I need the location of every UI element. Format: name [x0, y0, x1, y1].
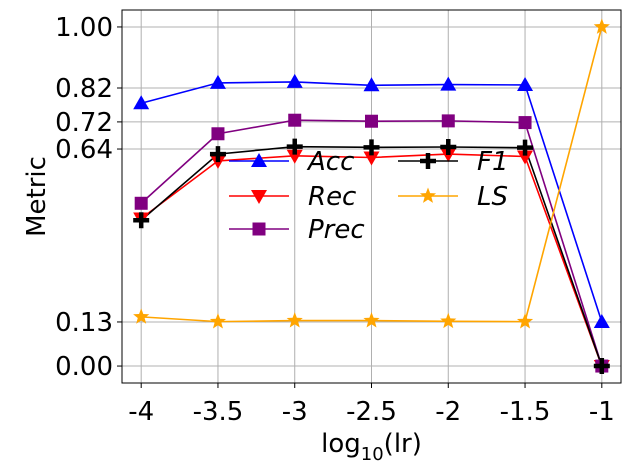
point-ls-3 [363, 312, 380, 328]
legend-marker-ls [419, 187, 437, 203]
x-tick-label-2: -3 [282, 397, 308, 427]
y-tick-label-2: 0.64 [55, 135, 113, 165]
x-axis-ticks: -4 -3.5 -3 -2.5 -2 -1.5 -1 [128, 383, 615, 427]
point-f1-6 [593, 358, 610, 375]
x-tick-label-1: -3.5 [193, 397, 244, 427]
legend-label-acc: Acc [306, 147, 354, 177]
point-ls-2 [286, 312, 303, 328]
y-tick-label-4: 0.82 [55, 74, 113, 104]
x-axis-label-main: log [321, 429, 361, 459]
point-ls-6 [593, 18, 610, 34]
point-prec-0 [134, 196, 148, 210]
point-ls-4 [440, 312, 457, 329]
point-ls-0 [133, 308, 150, 324]
y-tick-label-5: 1.00 [55, 13, 113, 43]
legend-marker-f1 [420, 153, 436, 169]
point-acc-2 [286, 73, 303, 88]
point-rec-3 [363, 151, 380, 166]
point-acc-0 [133, 95, 150, 110]
x-axis-label-subscript: 10 [361, 444, 384, 465]
grid [122, 10, 621, 383]
point-f1-2 [286, 138, 303, 155]
point-f1-0 [133, 212, 150, 229]
point-f1-1 [209, 146, 226, 163]
x-tick-label-6: -1 [589, 397, 615, 427]
point-ls-1 [209, 313, 227, 329]
legend-marker-rec [251, 190, 267, 204]
point-prec-4 [441, 114, 455, 128]
x-tick-label-0: -4 [128, 397, 154, 427]
x-tick-label-3: -2.5 [346, 397, 397, 427]
y-tick-label-0: 0.00 [55, 352, 113, 382]
point-rec-5 [517, 150, 534, 165]
point-rec-2 [286, 149, 303, 164]
legend-marker-prec [252, 222, 266, 236]
y-tick-label-1: 0.13 [55, 308, 113, 338]
point-acc-5 [517, 76, 534, 91]
y-axis-ticks: 0.00 0.13 0.640.72 0.82 1.00 [55, 13, 122, 382]
point-prec-3 [365, 114, 378, 128]
y-tick-label-3: 0.72 [55, 108, 113, 138]
legend-marker-acc [251, 153, 267, 167]
point-prec-1 [211, 127, 225, 141]
point-acc-4 [440, 76, 457, 91]
point-f1-5 [517, 139, 534, 156]
legend-label-ls: LS [477, 182, 508, 212]
x-tick-label-5: -1.5 [500, 397, 551, 427]
point-acc-3 [363, 77, 380, 92]
point-acc-6 [593, 313, 610, 328]
series-markers [133, 18, 610, 375]
x-axis-label: log10(lr) [321, 429, 422, 465]
legend-label-rec: Rec [308, 182, 356, 212]
legend-label-prec: Prec [308, 215, 365, 245]
point-prec-5 [518, 116, 532, 130]
point-f1-3 [363, 139, 380, 156]
point-prec-2 [288, 113, 302, 127]
point-acc-1 [209, 74, 226, 89]
x-axis-label-tail: (lr) [384, 429, 422, 459]
x-tick-label-4: -2 [435, 397, 461, 427]
point-rec-4 [440, 148, 457, 163]
point-ls-5 [516, 313, 534, 329]
point-f1-4 [440, 138, 457, 155]
legend-label-f1: F1 [477, 147, 509, 177]
y-axis-label: Metric [22, 156, 52, 237]
